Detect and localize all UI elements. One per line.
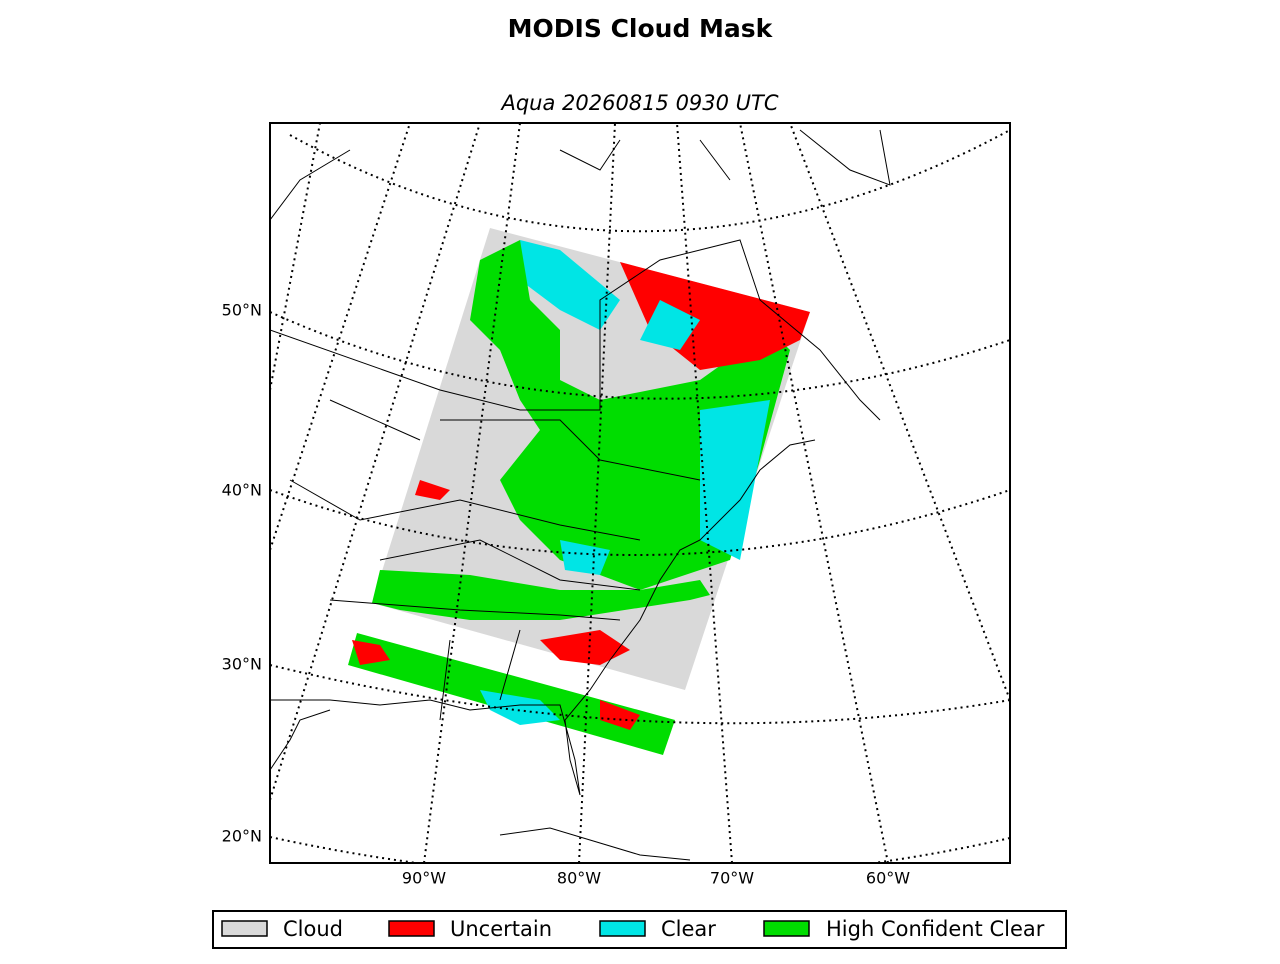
swath-region (640, 300, 700, 350)
swath-region (415, 480, 450, 500)
swath-region (348, 633, 675, 755)
graticule (270, 123, 1010, 863)
lat-label: 30°N (222, 655, 262, 674)
map (270, 123, 1010, 863)
lon-label: 60°W (866, 869, 910, 888)
legend-swatch (763, 920, 810, 937)
swath-region (700, 400, 770, 560)
map-frame (269, 122, 1011, 864)
lat-label: 40°N (222, 481, 262, 500)
legend-label: Cloud (283, 917, 343, 941)
legend-swatch (221, 920, 268, 937)
swath-region (352, 640, 390, 665)
coastlines (270, 129, 891, 861)
lon-label: 70°W (710, 869, 754, 888)
lon-label: 80°W (557, 869, 601, 888)
swath (348, 228, 810, 755)
swath-region (372, 570, 710, 620)
legend-label: Clear (661, 917, 716, 941)
title: MODIS Cloud Mask (508, 14, 774, 43)
swath-region (520, 240, 620, 330)
swath-region (540, 630, 630, 665)
legend-label: Uncertain (450, 917, 552, 941)
lat-label: 50°N (222, 301, 262, 320)
legend-label: High Confident Clear (826, 917, 1045, 941)
axis-labels: 50°N 40°N 30°N 20°N 90°W 80°W 70°W 60°W (222, 301, 911, 888)
legend-swatch (599, 920, 646, 937)
lon-label: 90°W (402, 869, 446, 888)
subtitle: Aqua 20260815 0930 UTC (499, 91, 778, 115)
lat-label: 20°N (222, 827, 262, 846)
legend-entries: Cloud Uncertain Clear High Confident Clear (221, 917, 1045, 941)
legend-swatch (388, 920, 435, 937)
swath-region (560, 540, 610, 575)
swath-region (600, 700, 640, 730)
